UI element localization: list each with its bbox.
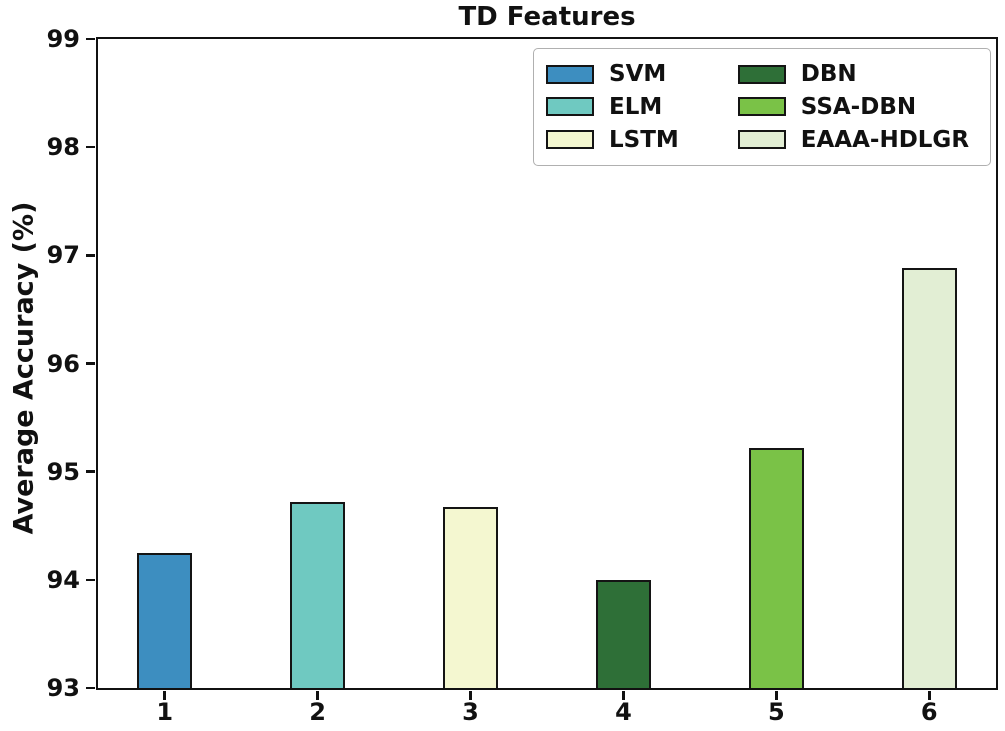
y-tick-mark (86, 145, 95, 149)
y-tick-label: 98 (46, 133, 80, 162)
y-tick-mark (86, 686, 95, 690)
legend-label: SVM (609, 61, 667, 88)
y-tick-mark (86, 470, 95, 473)
x-tick-label: 5 (768, 698, 785, 726)
bar-elm (290, 501, 346, 688)
legend-label: ELM (609, 93, 663, 120)
bar-eaaa-hdlgr (901, 268, 957, 688)
x-tick-mark (469, 691, 472, 700)
x-tick-label: 6 (920, 698, 938, 726)
x-tick-mark (316, 691, 319, 700)
legend-label: LSTM (609, 126, 679, 153)
y-tick-label: 93 (46, 674, 80, 702)
y-tick-mark (86, 578, 95, 582)
bar-dbn (595, 579, 651, 688)
legend-swatch-icon (737, 64, 786, 84)
y-tick-mark (86, 37, 95, 41)
legend-item-eaaa-hdlgr: EAAA-HDLGR (737, 126, 976, 153)
y-tick-label: 94 (46, 565, 80, 594)
legend-item-dbn: DBN (737, 61, 976, 88)
legend-item-ssa-dbn: SSA-DBN (737, 93, 976, 120)
x-tick-mark (622, 691, 625, 700)
x-tick-label: 1 (156, 698, 174, 726)
x-tick-mark (928, 691, 931, 700)
legend: SVM ELM LSTM DBN SSA-DBN EAAA-HDLGR (533, 48, 991, 166)
bar-lstm (443, 507, 499, 688)
x-tick-mark (163, 691, 166, 700)
x-tick-label: 3 (462, 698, 479, 726)
bar-ssa-dbn (748, 447, 804, 688)
legend-swatch-icon (546, 97, 594, 117)
legend-label: DBN (800, 61, 857, 88)
legend-swatch-icon (737, 97, 786, 117)
y-tick-mark (86, 254, 95, 257)
legend-label: EAAA-HDLGR (800, 126, 970, 153)
legend-swatch-icon (546, 64, 594, 84)
chart-title: TD Features (458, 2, 636, 32)
legend-item-elm: ELM (546, 94, 686, 120)
legend-item-svm: SVM (546, 61, 686, 87)
y-tick-label: 95 (46, 457, 80, 486)
legend-label: SSA-DBN (800, 93, 917, 120)
y-tick-label: 99 (46, 25, 80, 53)
x-tick-label: 2 (309, 698, 326, 726)
legend-swatch-icon (546, 130, 594, 150)
legend-swatch-icon (737, 130, 786, 150)
bar-svm (137, 552, 193, 688)
x-tick-label: 4 (615, 698, 632, 726)
plot-area: SVM ELM LSTM DBN SSA-DBN EAAA-HDLGR 93 94 95 96 9… (47, 25, 998, 726)
legend-item-lstm: LSTM (546, 127, 686, 153)
y-tick-mark (86, 362, 95, 365)
y-tick-label: 97 (46, 241, 80, 270)
x-tick-mark (775, 691, 778, 700)
y-tick-label: 96 (46, 349, 80, 378)
